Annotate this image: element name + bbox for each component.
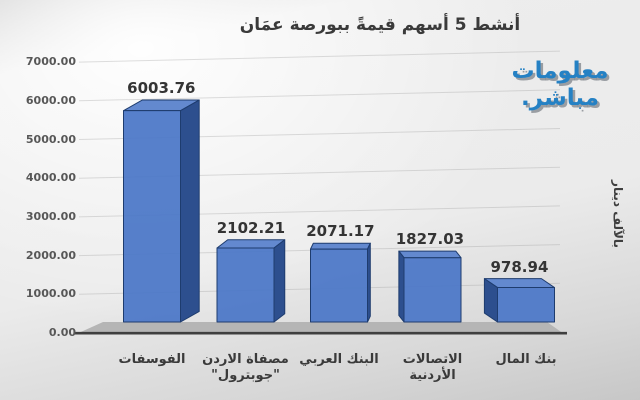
category-label-line: مصفاة الاردن <box>202 352 289 367</box>
category-label: الفوسفات <box>96 352 208 368</box>
y-tick-label: 6000.00 <box>25 93 76 107</box>
chart-floor <box>78 322 563 334</box>
bar-top-face <box>310 242 371 250</box>
y-tick-label: 7000.00 <box>25 55 76 69</box>
category-label: بنك المال <box>470 352 582 368</box>
gridline <box>78 50 561 63</box>
category-label-line: بنك المال <box>495 352 557 367</box>
y-tick-label: 2000.00 <box>25 248 76 262</box>
y-tick-label: 4000.00 <box>25 171 76 185</box>
category-label: البنك العربي <box>283 352 395 368</box>
bar-value-label: 2071.17 <box>306 222 375 241</box>
bar-front-face <box>497 287 555 323</box>
bar-front-face <box>123 110 181 323</box>
category-label-line: الفوسفات <box>118 352 186 367</box>
y-tick-label: 1000.00 <box>25 287 76 301</box>
y-tick-label: 3000.00 <box>25 209 76 223</box>
bar-value-label: 2102.21 <box>216 218 286 237</box>
gridline <box>78 89 561 102</box>
category-label: الاتصالات الأردنية <box>377 352 489 384</box>
logo-line-1: معلومات <box>511 58 609 84</box>
y-tick-label: 0.00 <box>48 326 76 339</box>
bar-side-face <box>180 99 200 323</box>
logo-line-2: مباشر. <box>521 85 599 111</box>
bar-value-label: 1827.03 <box>395 230 465 249</box>
bar-value-label: 6003.76 <box>127 79 196 98</box>
bar-side-face <box>273 239 286 323</box>
chart-title: أنشط 5 أسهم قيمةً ببورصة عمَان <box>239 15 521 35</box>
bar-front-face <box>216 247 275 323</box>
category-label-line: الاتصالات <box>402 352 463 367</box>
y-tick-label: 5000.00 <box>25 132 76 146</box>
bar-top-face <box>398 250 462 259</box>
bar-side-face <box>398 250 405 323</box>
category-label-line: الأردنية <box>409 368 456 383</box>
category-label: مصفاة الاردن "جوبترول" <box>190 352 302 384</box>
bar-front-face <box>310 248 368 323</box>
category-label-line: البنك العربي <box>299 352 379 367</box>
bar-value-label: 978.94 <box>490 257 549 276</box>
bar-front-face <box>403 257 462 323</box>
mubasher-info-logo: معلومات مباشر. <box>492 58 628 112</box>
bar-top-face <box>216 239 286 249</box>
category-label-line: "جوبترول" <box>211 368 280 383</box>
